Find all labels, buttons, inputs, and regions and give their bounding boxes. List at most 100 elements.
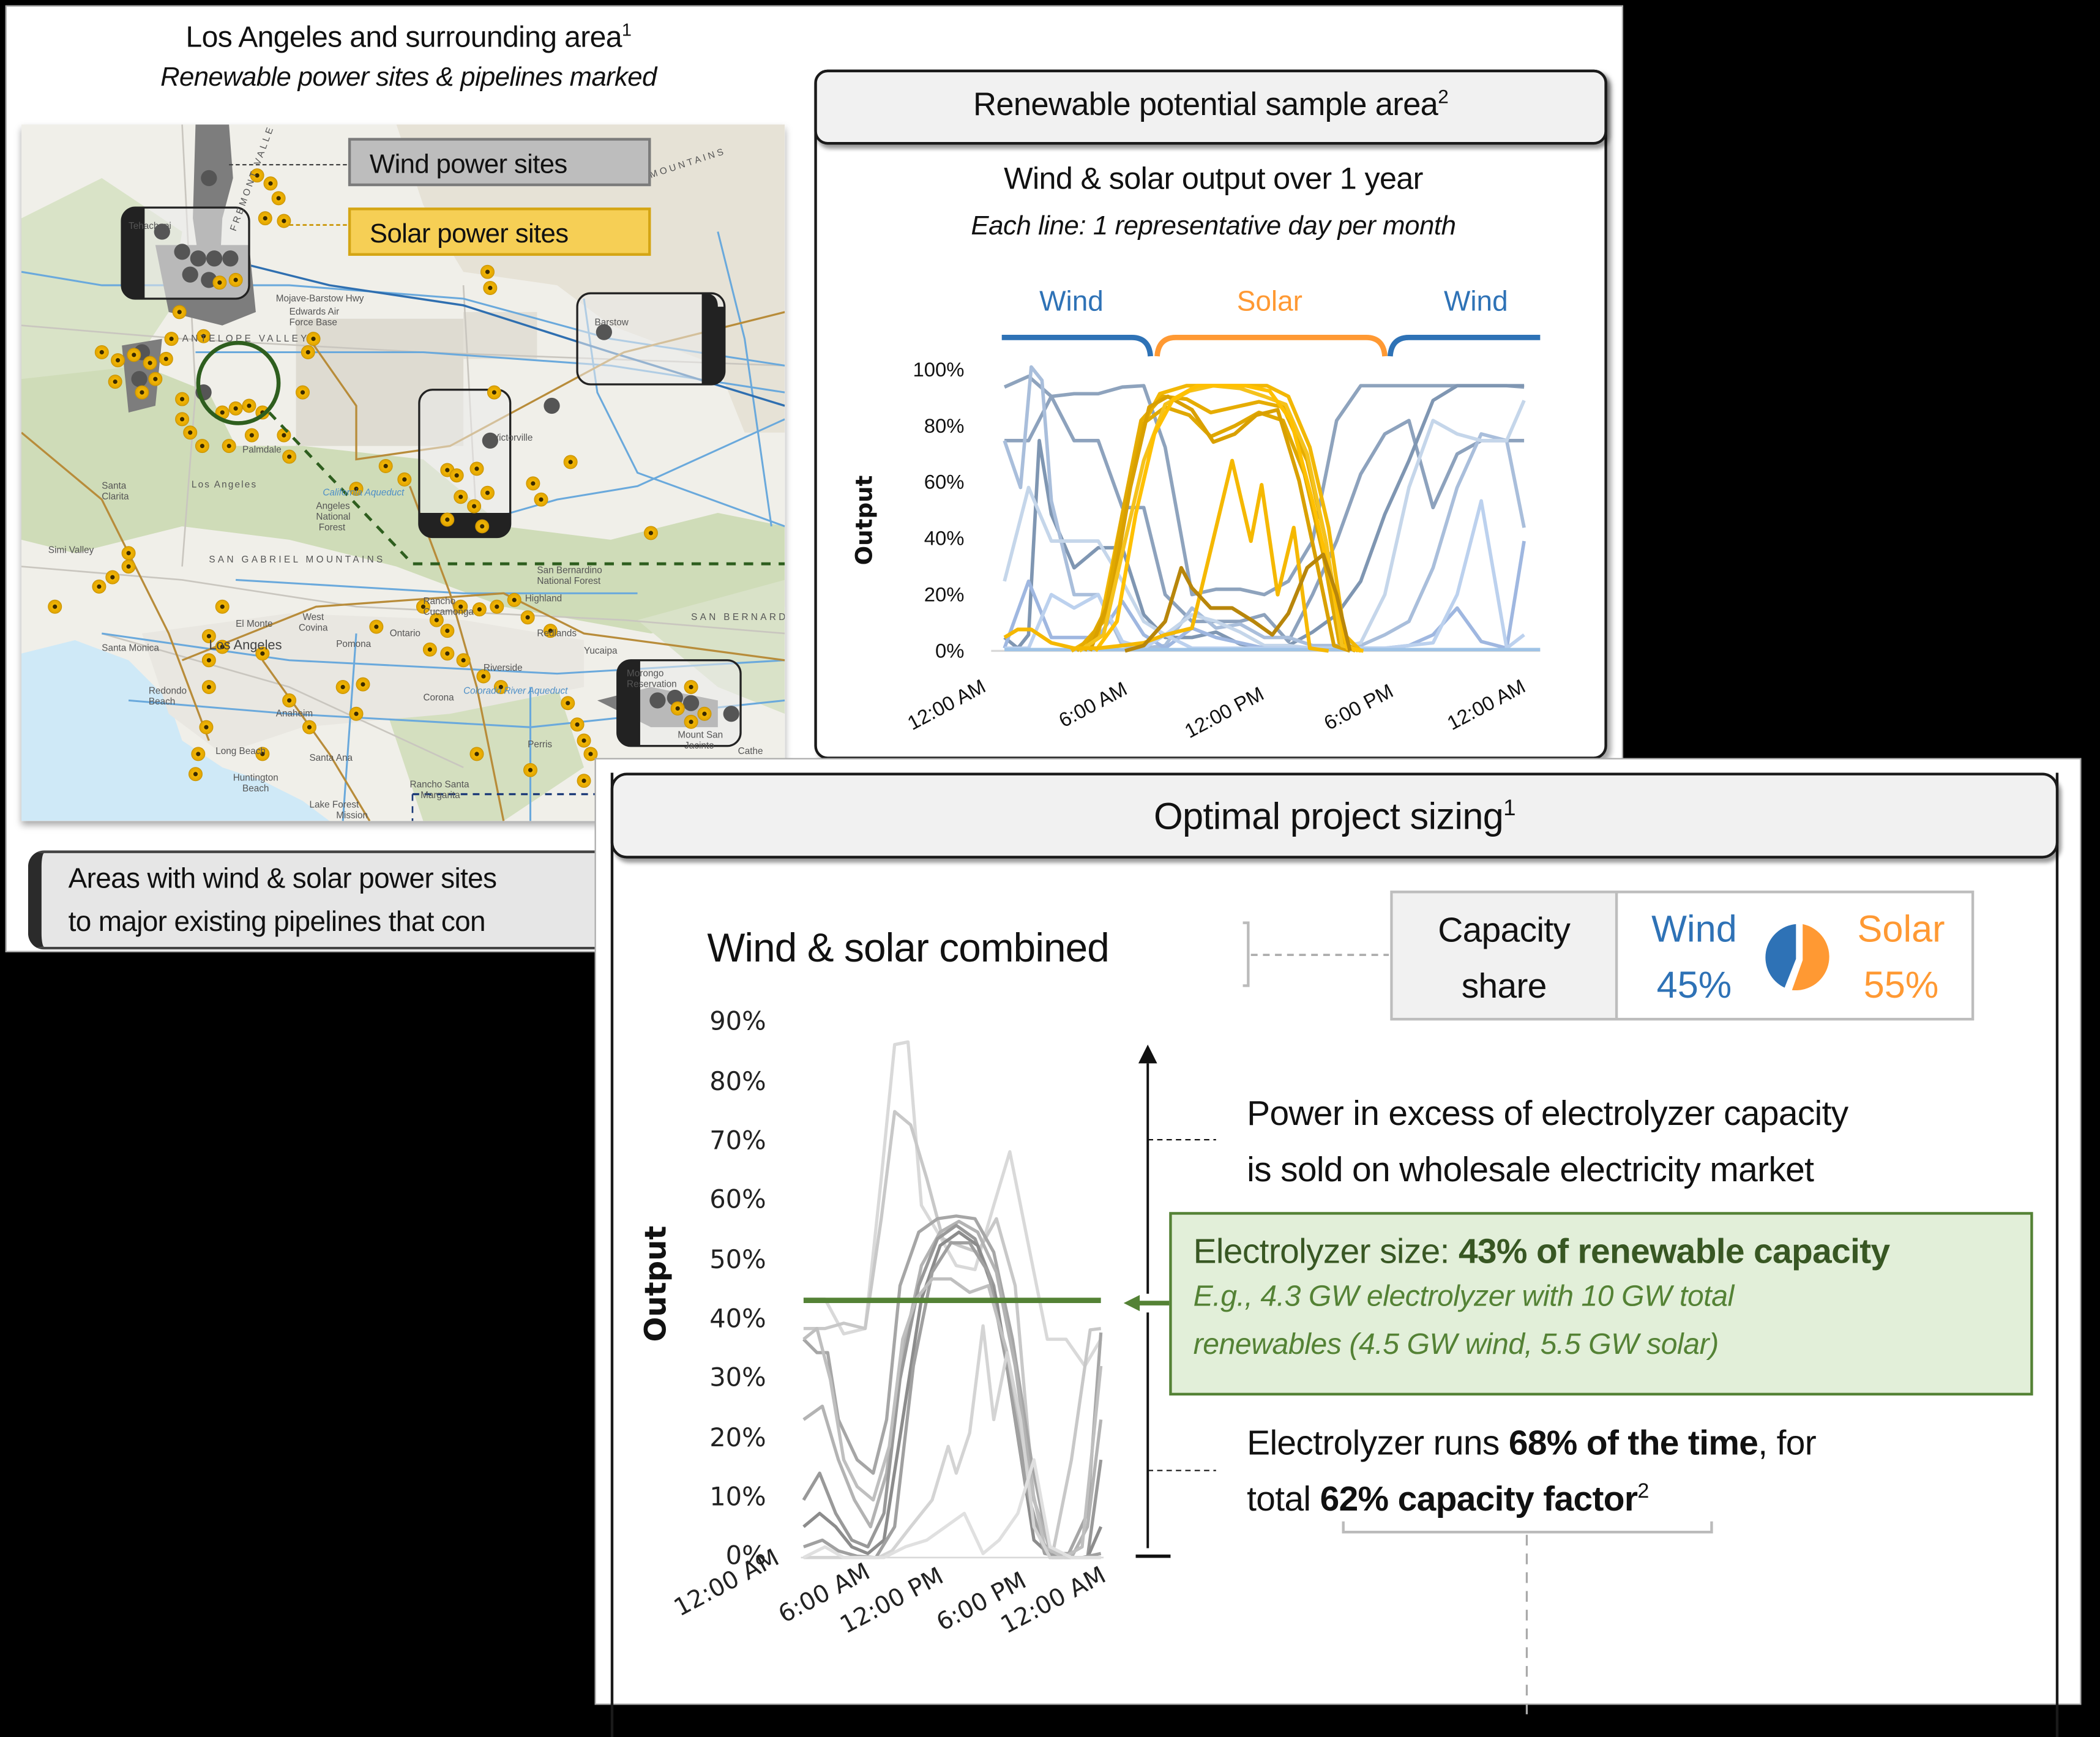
y2-tick-30: 30% (709, 1363, 766, 1393)
x-tick-2: 12:00 PM (1181, 682, 1268, 744)
combined-y-axis-title: Output (640, 1225, 674, 1342)
combined-chart-title: Wind & solar combined (707, 927, 1109, 971)
svg-text:SAN GABRIEL MOUNTAINS: SAN GABRIEL MOUNTAINS (209, 555, 385, 565)
renewable-y-axis-title: Output (851, 475, 879, 566)
svg-text:Angeles: Angeles (316, 501, 350, 511)
svg-text:Corona: Corona (423, 692, 454, 703)
brace-label-solar: Solar (1236, 286, 1303, 318)
areas-callout-line1: Areas with wind & solar power sites (68, 864, 497, 895)
svg-text:Colorado River Aqueduct: Colorado River Aqueduct (463, 685, 568, 696)
svg-text:National: National (316, 512, 350, 522)
svg-text:Clarita: Clarita (102, 491, 129, 502)
capacity-arrow-diagram (1123, 1044, 1216, 1558)
svg-text:Rancho Santa: Rancho Santa (410, 780, 469, 790)
renewable-line-chart (991, 335, 1541, 653)
up-arrow-icon (1138, 1044, 1157, 1064)
y2-tick-80: 80% (709, 1067, 766, 1097)
svg-text:Anaheim: Anaheim (276, 709, 313, 719)
title-bracket-connector (1242, 921, 1389, 987)
capacity-share-label: Capacity share (1392, 893, 1618, 1018)
left-arrow-icon (1123, 1294, 1140, 1312)
y2-tick-60: 60% (709, 1185, 766, 1215)
optimal-panel-header: Optimal project sizing1 (610, 772, 2059, 859)
capacity-solar: Solar 55% (1837, 902, 1965, 1014)
svg-text:Covina: Covina (299, 623, 328, 633)
svg-text:Redondo: Redondo (149, 685, 187, 696)
svg-text:Forest: Forest (319, 523, 346, 533)
y2-tick-90: 90% (709, 1007, 766, 1037)
areas-callout-line2: to major existing pipelines that con (68, 906, 486, 938)
svg-text:West: West (303, 612, 324, 622)
svg-text:San Bernardino: San Bernardino (537, 566, 602, 576)
brace-label-wind-left: Wind (1039, 286, 1104, 318)
x-tick-4: 12:00 AM (1443, 675, 1530, 736)
annotation-excess-power: Power in excess of electrolyzer capacity… (1247, 1093, 1848, 1190)
svg-text:Victorville: Victorville (493, 433, 532, 443)
annotation-runtime: Electrolyzer runs 68% of the time, for t… (1247, 1422, 1817, 1519)
svg-text:Jacinto: Jacinto (684, 741, 714, 751)
svg-text:Mission: Mission (336, 810, 368, 821)
svg-text:Yucaipa: Yucaipa (584, 646, 618, 656)
renewable-panel-header: Renewable potential sample area2 (814, 69, 1607, 145)
capacity-factor-bracket (1342, 1521, 1713, 1720)
electrolyzer-size-box: Electrolyzer size: 43% of renewable capa… (1169, 1212, 2033, 1396)
svg-text:Pomona: Pomona (336, 639, 371, 649)
y2-tick-50: 50% (709, 1245, 766, 1276)
svg-text:Morongo: Morongo (627, 668, 663, 679)
capacity-wind-label: Wind (1651, 908, 1737, 950)
renewable-chart-title: Wind & solar output over 1 year (1004, 160, 1423, 196)
svg-text:Force Base: Force Base (290, 318, 337, 328)
map-title: Los Angeles and surrounding area1 (185, 20, 632, 54)
capacity-pie-chart-icon (1765, 924, 1829, 991)
map-subtitle: Renewable power sites & pipelines marked (160, 62, 657, 92)
y-tick-100: 100% (913, 359, 965, 382)
y-tick-80: 80% (924, 415, 965, 438)
renewable-chart-subtitle: Each line: 1 representative day per mont… (971, 211, 1456, 241)
svg-text:Edwards Air: Edwards Air (290, 307, 340, 317)
y2-tick-40: 40% (709, 1304, 766, 1334)
y2-tick-70: 70% (709, 1126, 766, 1156)
combined-line-chart (801, 1040, 1104, 1560)
svg-text:Margarita: Margarita (420, 790, 460, 801)
svg-text:ANTELOPE VALLEY: ANTELOPE VALLEY (182, 334, 310, 344)
svg-text:Santa Ana: Santa Ana (309, 753, 353, 763)
capacity-solar-label: Solar (1857, 908, 1945, 950)
svg-text:Los Angeles: Los Angeles (209, 637, 282, 652)
svg-text:Highland: Highland (525, 593, 562, 603)
svg-text:Perris: Perris (528, 739, 552, 750)
capacity-solar-pct: 55% (1863, 964, 1939, 1006)
svg-text:Santa: Santa (102, 481, 126, 491)
svg-text:Los Angeles: Los Angeles (192, 479, 257, 490)
svg-text:Simi Valley: Simi Valley (48, 545, 94, 556)
x-tick-1: 6:00 AM (1055, 678, 1132, 733)
capacity-share-table: Capacity share Wind 45% Solar 55% (1390, 891, 1975, 1021)
electrolyzer-example-line2: renewables (4.5 GW wind, 5.5 GW solar) (1193, 1327, 1719, 1361)
svg-text:Lake Forest: Lake Forest (309, 799, 359, 810)
svg-text:Cathe: Cathe (738, 746, 763, 756)
svg-text:El Monte: El Monte (236, 619, 272, 629)
svg-text:Beach: Beach (149, 697, 175, 707)
y2-tick-0: 0% (725, 1541, 766, 1571)
capacity-wind-pct: 45% (1656, 964, 1732, 1006)
svg-text:Beach: Beach (242, 783, 269, 794)
svg-text:Ontario: Ontario (390, 628, 420, 638)
brace-label-wind-right: Wind (1443, 286, 1508, 318)
x-tick-0: 12:00 AM (903, 675, 990, 736)
svg-text:Redlands: Redlands (537, 628, 577, 638)
y-tick-40: 40% (924, 528, 965, 551)
x-tick-3: 6:00 PM (1320, 680, 1397, 736)
y2-tick-20: 20% (709, 1423, 766, 1454)
legend-wind-power-sites: Wind power sites (348, 138, 651, 187)
svg-text:Rancho: Rancho (423, 596, 455, 607)
svg-text:Palmdale: Palmdale (242, 445, 282, 455)
electrolyzer-size-heading: Electrolyzer size: 43% of renewable capa… (1193, 1230, 1891, 1271)
svg-text:Reservation: Reservation (627, 679, 677, 690)
svg-text:Long Beach: Long Beach (215, 746, 266, 756)
svg-text:California Aqueduct: California Aqueduct (323, 488, 405, 498)
optimal-sizing-panel: Optimal project sizing1 (610, 772, 2059, 1737)
y-tick-60: 60% (924, 471, 965, 495)
svg-text:Huntington: Huntington (233, 773, 278, 783)
y-tick-20: 20% (924, 584, 965, 607)
svg-text:Riverside: Riverside (484, 663, 523, 673)
